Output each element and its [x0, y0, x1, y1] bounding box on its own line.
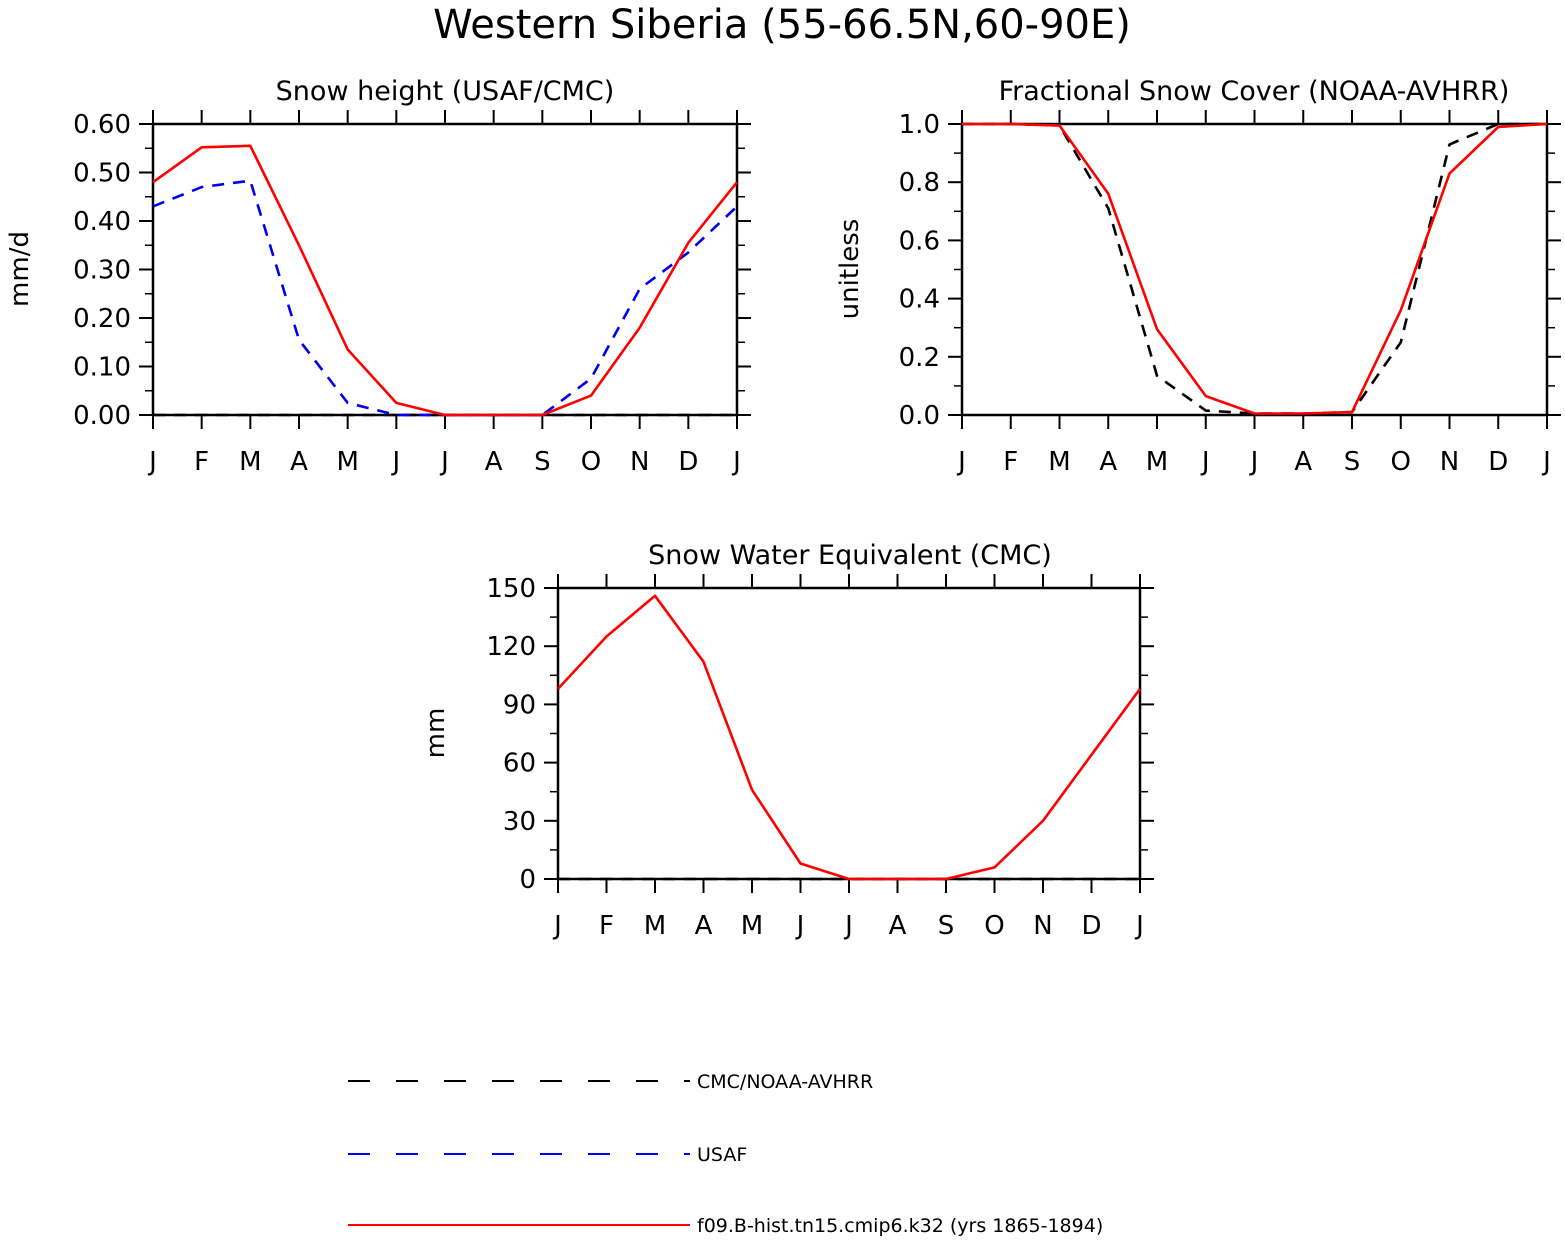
x-tick-label: J: [390, 447, 400, 477]
series-line-usaf: [152, 179, 738, 417]
x-tick-label: J: [1249, 447, 1259, 477]
y-tick-label: 0.10: [73, 353, 131, 383]
y-tick-label: 0: [519, 865, 536, 895]
x-tick-label: M: [1146, 447, 1168, 477]
x-tick-label: N: [630, 447, 649, 477]
y-tick-label: 0.50: [73, 159, 131, 189]
x-tick-label: O: [984, 911, 1004, 941]
x-tick-label: M: [741, 911, 763, 941]
y-tick-label: 0.8: [899, 168, 940, 198]
y-tick-label: 0.2: [899, 343, 940, 373]
legend-entry-cmc-noaa-avhrr: CMC/NOAA-AVHRR: [348, 1071, 873, 1093]
x-tick-label: J: [1541, 447, 1551, 477]
x-tick-label: M: [336, 447, 358, 477]
plot-frame: [151, 122, 739, 417]
y-tick-label: 0.00: [73, 401, 131, 431]
y-tick-label: 90: [503, 690, 536, 720]
x-tick-label: A: [485, 447, 503, 477]
x-tick-label: J: [552, 911, 562, 941]
x-tick-label: A: [889, 911, 907, 941]
y-tick-label: 120: [486, 632, 536, 662]
y-tick-label: 0.30: [73, 256, 131, 286]
x-tick-label: J: [731, 447, 741, 477]
series-line-f09-b-hist-tn15-cmip6-k32-yrs-1865-1894: [962, 122, 1548, 415]
panel-title: Fractional Snow Cover (NOAA-AVHRR): [999, 76, 1510, 107]
x-tick-label: M: [644, 911, 666, 941]
x-tick-label: D: [1081, 911, 1101, 941]
x-tick-label: D: [678, 447, 698, 477]
x-tick-label: S: [534, 447, 551, 477]
y-tick-label: 0.0: [899, 401, 940, 431]
x-tick-label: N: [1033, 911, 1052, 941]
x-tick-label: J: [795, 911, 805, 941]
x-tick-label: J: [1200, 447, 1210, 477]
figure-title: Western Siberia (55-66.5N,60-90E): [433, 2, 1131, 48]
y-tick-label: 0.40: [73, 207, 131, 237]
y-tick-label: 60: [503, 749, 536, 779]
x-tick-label: J: [956, 447, 966, 477]
y-axis-label: unitless: [835, 219, 865, 320]
x-tick-label: J: [1134, 911, 1144, 941]
x-tick-label: M: [1048, 447, 1070, 477]
x-tick-label: J: [439, 447, 449, 477]
y-tick-label: 0.20: [73, 304, 131, 334]
panel-title: Snow Water Equivalent (CMC): [648, 540, 1052, 571]
plot-frame: [960, 122, 1549, 417]
x-tick-label: F: [1003, 447, 1018, 477]
x-tick-label: J: [843, 911, 853, 941]
y-axis-label: mm: [421, 708, 451, 759]
y-tick-label: 0.6: [899, 226, 940, 256]
panel-title: Snow height (USAF/CMC): [276, 76, 615, 107]
plot-area: J F M A M J J A S O N D J0.00.20.40.60.81.0: [899, 110, 1561, 477]
x-tick-label: O: [581, 447, 601, 477]
x-tick-label: A: [695, 911, 713, 941]
legend-label: CMC/NOAA-AVHRR: [697, 1071, 873, 1093]
x-tick-label: D: [1488, 447, 1508, 477]
panel-fractional-snow-cover: Fractional Snow Cover (NOAA-AVHRR) unitl…: [835, 76, 1561, 477]
y-axis-label: mm/d: [5, 231, 35, 307]
y-tick-label: 1.0: [899, 110, 940, 140]
x-tick-label: A: [1099, 447, 1117, 477]
y-tick-label: 0.4: [899, 285, 940, 315]
x-tick-label: M: [239, 447, 261, 477]
y-tick-label: 0.60: [73, 110, 131, 140]
plot-area: J F M A M J J A S O N D J0.000.100.200.300.400.500.6…: [73, 110, 751, 477]
legend-label: USAF: [697, 1144, 747, 1166]
series-line-f09-b-hist-tn15-cmip6-k32-yrs-1865-1894: [152, 144, 739, 417]
x-tick-label: S: [938, 911, 955, 941]
series-line-f09-b-hist-tn15-cmip6-k32-yrs-1865-1894: [557, 594, 1142, 881]
x-tick-label: F: [194, 447, 209, 477]
legend-entry-model: f09.B-hist.tn15.cmip6.k32 (yrs 1865-1894…: [348, 1215, 1103, 1237]
legend: CMC/NOAA-AVHRR USAF f09.B-hist.tn15.cmip…: [348, 1071, 1103, 1237]
x-tick-label: O: [1391, 447, 1411, 477]
legend-entry-usaf: USAF: [348, 1144, 747, 1166]
x-tick-label: S: [1344, 447, 1361, 477]
series-line-cmc-noaa-avhrr: [962, 122, 1547, 415]
x-tick-label: F: [599, 911, 614, 941]
x-tick-label: A: [290, 447, 308, 477]
y-tick-label: 150: [486, 574, 536, 604]
x-tick-label: J: [147, 447, 157, 477]
x-tick-label: N: [1440, 447, 1459, 477]
y-tick-label: 30: [503, 807, 536, 837]
legend-label: f09.B-hist.tn15.cmip6.k32 (yrs 1865-1894…: [697, 1215, 1103, 1237]
plot-frame: [556, 586, 1142, 881]
x-tick-label: A: [1294, 447, 1312, 477]
